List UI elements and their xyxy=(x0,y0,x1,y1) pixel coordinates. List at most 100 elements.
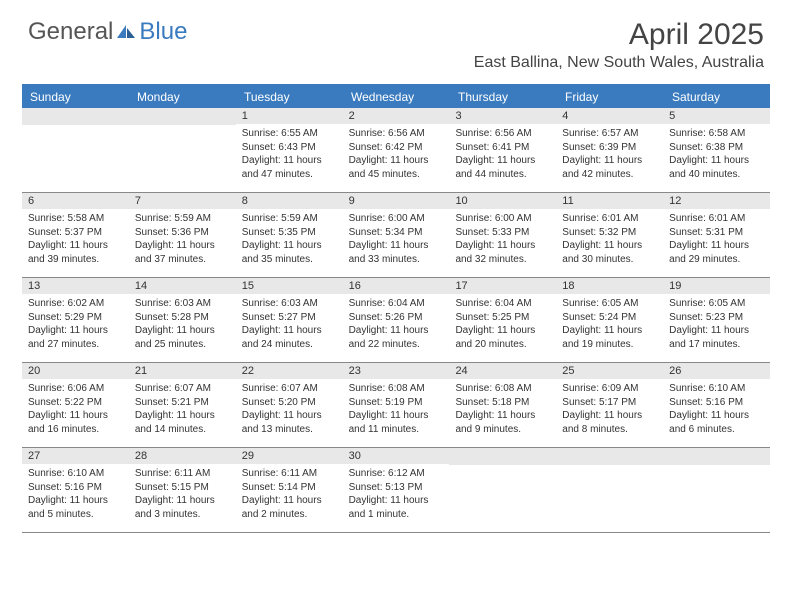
day-cell: 18Sunrise: 6:05 AMSunset: 5:24 PMDayligh… xyxy=(556,278,663,362)
day-number: 7 xyxy=(129,193,236,209)
day-cell: 22Sunrise: 6:07 AMSunset: 5:20 PMDayligh… xyxy=(236,363,343,447)
daylight-text: Daylight: 11 hours and 17 minutes. xyxy=(669,324,764,351)
day-body: Sunrise: 6:07 AMSunset: 5:20 PMDaylight:… xyxy=(236,379,343,440)
sunrise-text: Sunrise: 6:57 AM xyxy=(562,127,657,141)
day-cell: 7Sunrise: 5:59 AMSunset: 5:36 PMDaylight… xyxy=(129,193,236,277)
sunset-text: Sunset: 6:41 PM xyxy=(455,141,550,155)
sunset-text: Sunset: 5:13 PM xyxy=(349,481,444,495)
day-body: Sunrise: 6:08 AMSunset: 5:19 PMDaylight:… xyxy=(343,379,450,440)
day-cell: 13Sunrise: 6:02 AMSunset: 5:29 PMDayligh… xyxy=(22,278,129,362)
day-cell: 17Sunrise: 6:04 AMSunset: 5:25 PMDayligh… xyxy=(449,278,556,362)
day-number: 24 xyxy=(449,363,556,379)
day-cell: 20Sunrise: 6:06 AMSunset: 5:22 PMDayligh… xyxy=(22,363,129,447)
sunset-text: Sunset: 5:22 PM xyxy=(28,396,123,410)
day-body: Sunrise: 6:55 AMSunset: 6:43 PMDaylight:… xyxy=(236,124,343,185)
location-subtitle: East Ballina, New South Wales, Australia xyxy=(474,54,764,72)
daylight-text: Daylight: 11 hours and 30 minutes. xyxy=(562,239,657,266)
sunset-text: Sunset: 5:25 PM xyxy=(455,311,550,325)
weekday-header-row: SundayMondayTuesdayWednesdayThursdayFrid… xyxy=(22,86,770,108)
sunset-text: Sunset: 5:23 PM xyxy=(669,311,764,325)
day-cell xyxy=(22,108,129,192)
week-row: 6Sunrise: 5:58 AMSunset: 5:37 PMDaylight… xyxy=(22,193,770,278)
day-body: Sunrise: 6:00 AMSunset: 5:34 PMDaylight:… xyxy=(343,209,450,270)
weekday-header-cell: Tuesday xyxy=(236,86,343,108)
day-body: Sunrise: 6:04 AMSunset: 5:26 PMDaylight:… xyxy=(343,294,450,355)
daylight-text: Daylight: 11 hours and 16 minutes. xyxy=(28,409,123,436)
day-body: Sunrise: 6:11 AMSunset: 5:14 PMDaylight:… xyxy=(236,464,343,525)
day-cell: 2Sunrise: 6:56 AMSunset: 6:42 PMDaylight… xyxy=(343,108,450,192)
day-number: 23 xyxy=(343,363,450,379)
daylight-text: Daylight: 11 hours and 40 minutes. xyxy=(669,154,764,181)
day-number: 11 xyxy=(556,193,663,209)
sunset-text: Sunset: 5:20 PM xyxy=(242,396,337,410)
day-body: Sunrise: 6:57 AMSunset: 6:39 PMDaylight:… xyxy=(556,124,663,185)
calendar-table: SundayMondayTuesdayWednesdayThursdayFrid… xyxy=(22,84,770,533)
day-body: Sunrise: 6:02 AMSunset: 5:29 PMDaylight:… xyxy=(22,294,129,355)
sunrise-text: Sunrise: 5:58 AM xyxy=(28,212,123,226)
day-number: 12 xyxy=(663,193,770,209)
sunset-text: Sunset: 5:14 PM xyxy=(242,481,337,495)
sunset-text: Sunset: 6:39 PM xyxy=(562,141,657,155)
day-body: Sunrise: 6:58 AMSunset: 6:38 PMDaylight:… xyxy=(663,124,770,185)
sunset-text: Sunset: 5:19 PM xyxy=(349,396,444,410)
sunrise-text: Sunrise: 6:07 AM xyxy=(135,382,230,396)
daylight-text: Daylight: 11 hours and 11 minutes. xyxy=(349,409,444,436)
daylight-text: Daylight: 11 hours and 19 minutes. xyxy=(562,324,657,351)
daylight-text: Daylight: 11 hours and 44 minutes. xyxy=(455,154,550,181)
day-number: 29 xyxy=(236,448,343,464)
daylight-text: Daylight: 11 hours and 47 minutes. xyxy=(242,154,337,181)
logo-text-blue: Blue xyxy=(139,18,187,46)
day-body: Sunrise: 6:56 AMSunset: 6:42 PMDaylight:… xyxy=(343,124,450,185)
day-body: Sunrise: 6:07 AMSunset: 5:21 PMDaylight:… xyxy=(129,379,236,440)
day-number: 3 xyxy=(449,108,556,124)
day-number: 21 xyxy=(129,363,236,379)
sunrise-text: Sunrise: 6:08 AM xyxy=(349,382,444,396)
weekday-header-cell: Saturday xyxy=(664,86,770,108)
sunrise-text: Sunrise: 6:11 AM xyxy=(242,467,337,481)
day-cell: 11Sunrise: 6:01 AMSunset: 5:32 PMDayligh… xyxy=(556,193,663,277)
day-body: Sunrise: 6:12 AMSunset: 5:13 PMDaylight:… xyxy=(343,464,450,525)
sunrise-text: Sunrise: 6:06 AM xyxy=(28,382,123,396)
day-cell: 10Sunrise: 6:00 AMSunset: 5:33 PMDayligh… xyxy=(449,193,556,277)
daylight-text: Daylight: 11 hours and 33 minutes. xyxy=(349,239,444,266)
day-number: 8 xyxy=(236,193,343,209)
weekday-header-cell: Friday xyxy=(557,86,664,108)
sunrise-text: Sunrise: 6:04 AM xyxy=(349,297,444,311)
day-cell: 5Sunrise: 6:58 AMSunset: 6:38 PMDaylight… xyxy=(663,108,770,192)
day-body: Sunrise: 6:56 AMSunset: 6:41 PMDaylight:… xyxy=(449,124,556,185)
day-cell: 9Sunrise: 6:00 AMSunset: 5:34 PMDaylight… xyxy=(343,193,450,277)
day-body: Sunrise: 5:59 AMSunset: 5:35 PMDaylight:… xyxy=(236,209,343,270)
day-cell xyxy=(129,108,236,192)
sunset-text: Sunset: 5:16 PM xyxy=(669,396,764,410)
day-cell: 14Sunrise: 6:03 AMSunset: 5:28 PMDayligh… xyxy=(129,278,236,362)
daylight-text: Daylight: 11 hours and 5 minutes. xyxy=(28,494,123,521)
day-cell: 27Sunrise: 6:10 AMSunset: 5:16 PMDayligh… xyxy=(22,448,129,532)
sunrise-text: Sunrise: 6:12 AM xyxy=(349,467,444,481)
sunrise-text: Sunrise: 5:59 AM xyxy=(242,212,337,226)
day-cell xyxy=(663,448,770,532)
day-cell: 4Sunrise: 6:57 AMSunset: 6:39 PMDaylight… xyxy=(556,108,663,192)
day-cell: 8Sunrise: 5:59 AMSunset: 5:35 PMDaylight… xyxy=(236,193,343,277)
daylight-text: Daylight: 11 hours and 14 minutes. xyxy=(135,409,230,436)
daylight-text: Daylight: 11 hours and 6 minutes. xyxy=(669,409,764,436)
sunrise-text: Sunrise: 6:01 AM xyxy=(669,212,764,226)
day-number: 6 xyxy=(22,193,129,209)
weeks-container: 1Sunrise: 6:55 AMSunset: 6:43 PMDaylight… xyxy=(22,108,770,533)
day-cell: 15Sunrise: 6:03 AMSunset: 5:27 PMDayligh… xyxy=(236,278,343,362)
day-number: 4 xyxy=(556,108,663,124)
weekday-header-cell: Wednesday xyxy=(343,86,450,108)
sunrise-text: Sunrise: 6:05 AM xyxy=(669,297,764,311)
brand-logo: General Blue xyxy=(28,18,187,46)
day-number: 25 xyxy=(556,363,663,379)
day-number: 20 xyxy=(22,363,129,379)
week-row: 1Sunrise: 6:55 AMSunset: 6:43 PMDaylight… xyxy=(22,108,770,193)
day-body: Sunrise: 6:06 AMSunset: 5:22 PMDaylight:… xyxy=(22,379,129,440)
day-number: 15 xyxy=(236,278,343,294)
day-body: Sunrise: 6:03 AMSunset: 5:27 PMDaylight:… xyxy=(236,294,343,355)
sunset-text: Sunset: 5:26 PM xyxy=(349,311,444,325)
sunset-text: Sunset: 5:35 PM xyxy=(242,226,337,240)
sunset-text: Sunset: 5:28 PM xyxy=(135,311,230,325)
day-number: 14 xyxy=(129,278,236,294)
day-cell: 1Sunrise: 6:55 AMSunset: 6:43 PMDaylight… xyxy=(236,108,343,192)
sunset-text: Sunset: 6:42 PM xyxy=(349,141,444,155)
